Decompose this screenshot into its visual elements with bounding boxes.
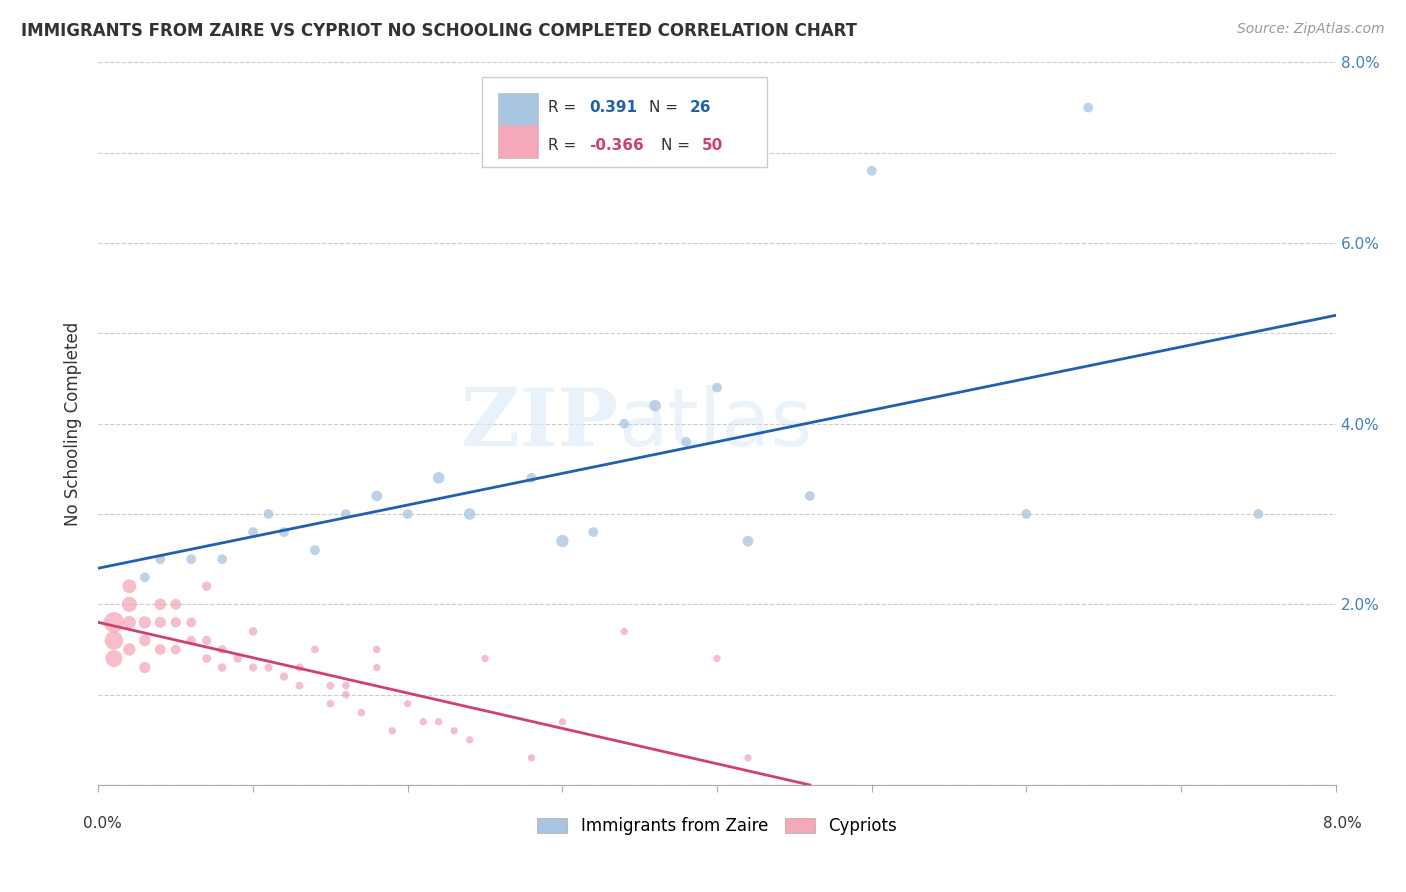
Text: R =: R =: [547, 138, 581, 153]
Point: [118, 598, 141, 612]
Text: -0.366: -0.366: [589, 138, 644, 153]
Point: [103, 615, 125, 630]
Point: [288, 679, 311, 693]
Point: [134, 660, 156, 674]
Point: [180, 633, 202, 648]
Point: [304, 543, 326, 558]
Text: 26: 26: [690, 101, 711, 115]
Text: N =: N =: [661, 138, 695, 153]
Point: [675, 434, 697, 449]
Point: [149, 642, 172, 657]
FancyBboxPatch shape: [498, 125, 537, 158]
Point: [520, 471, 543, 485]
Text: 0.391: 0.391: [589, 101, 637, 115]
Point: [149, 598, 172, 612]
Point: [211, 660, 233, 674]
Point: [118, 642, 141, 657]
Point: [134, 615, 156, 630]
Point: [180, 552, 202, 566]
Point: [1077, 101, 1099, 115]
FancyBboxPatch shape: [482, 77, 766, 167]
Point: [103, 633, 125, 648]
Point: [103, 651, 125, 665]
Point: [737, 534, 759, 549]
Point: [366, 642, 388, 657]
Legend: Immigrants from Zaire, Cypriots: Immigrants from Zaire, Cypriots: [530, 810, 904, 842]
Point: [335, 507, 357, 521]
Point: [520, 751, 543, 765]
Text: IMMIGRANTS FROM ZAIRE VS CYPRIOT NO SCHOOLING COMPLETED CORRELATION CHART: IMMIGRANTS FROM ZAIRE VS CYPRIOT NO SCHO…: [21, 22, 858, 40]
Point: [1015, 507, 1038, 521]
Point: [304, 642, 326, 657]
Point: [165, 642, 187, 657]
Point: [396, 507, 419, 521]
Point: [613, 624, 636, 639]
FancyBboxPatch shape: [498, 93, 537, 125]
Point: [180, 615, 202, 630]
Text: 50: 50: [702, 138, 724, 153]
Point: [613, 417, 636, 431]
Point: [706, 651, 728, 665]
Point: [195, 633, 218, 648]
Point: [551, 714, 574, 729]
Point: [195, 579, 218, 593]
Point: [118, 615, 141, 630]
Point: [860, 163, 883, 178]
Point: [1247, 507, 1270, 521]
Point: [737, 751, 759, 765]
Point: [211, 642, 233, 657]
Point: [396, 697, 419, 711]
Y-axis label: No Schooling Completed: No Schooling Completed: [65, 322, 83, 525]
Point: [273, 669, 295, 683]
Point: [335, 679, 357, 693]
Point: [118, 579, 141, 593]
Point: [319, 697, 342, 711]
Point: [134, 570, 156, 584]
Point: [412, 714, 434, 729]
Point: [242, 660, 264, 674]
Point: [366, 660, 388, 674]
Point: [458, 732, 481, 747]
Point: [288, 660, 311, 674]
Text: ZIP: ZIP: [461, 384, 619, 463]
Point: [273, 524, 295, 539]
Point: [319, 679, 342, 693]
Point: [644, 399, 666, 413]
Point: [427, 471, 450, 485]
Point: [257, 507, 280, 521]
Point: [706, 380, 728, 394]
Point: [134, 633, 156, 648]
Point: [350, 706, 373, 720]
Point: [582, 524, 605, 539]
Text: atlas: atlas: [619, 384, 813, 463]
Point: [165, 615, 187, 630]
Text: Source: ZipAtlas.com: Source: ZipAtlas.com: [1237, 22, 1385, 37]
Point: [366, 489, 388, 503]
Point: [242, 524, 264, 539]
Text: R =: R =: [547, 101, 581, 115]
Point: [149, 615, 172, 630]
Text: 0.0%: 0.0%: [83, 816, 122, 831]
Point: [149, 552, 172, 566]
Point: [211, 552, 233, 566]
Point: [799, 489, 821, 503]
Point: [458, 507, 481, 521]
Point: [381, 723, 404, 738]
Text: 8.0%: 8.0%: [1323, 816, 1362, 831]
Point: [226, 651, 249, 665]
Point: [257, 660, 280, 674]
Point: [242, 624, 264, 639]
Point: [443, 723, 465, 738]
Point: [474, 651, 496, 665]
Point: [551, 534, 574, 549]
Text: N =: N =: [650, 101, 683, 115]
Point: [165, 598, 187, 612]
Point: [335, 688, 357, 702]
Point: [427, 714, 450, 729]
Point: [195, 651, 218, 665]
